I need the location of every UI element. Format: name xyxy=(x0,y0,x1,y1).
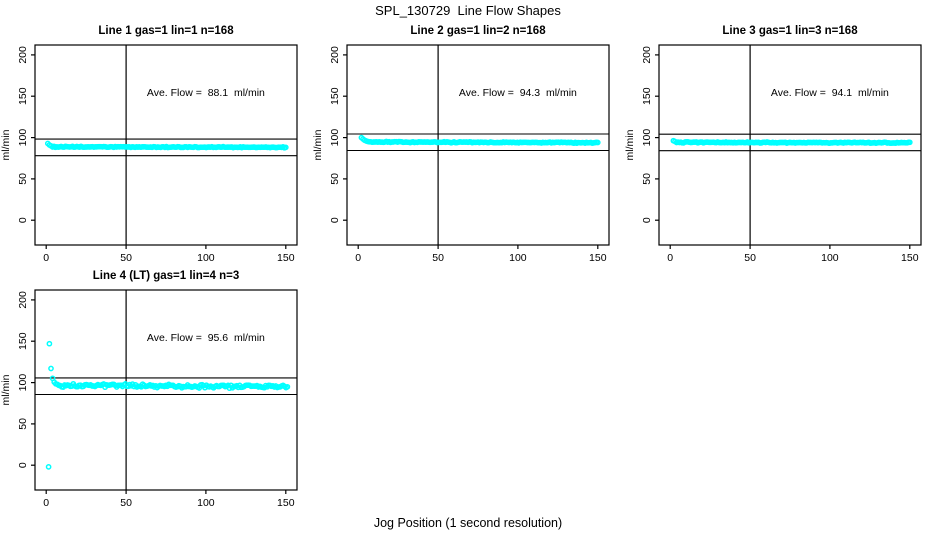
x-tick-label: 0 xyxy=(43,252,49,264)
data-point xyxy=(594,139,601,146)
x-tick-label: 50 xyxy=(432,252,444,264)
y-axis-title: ml/min xyxy=(0,374,12,405)
y-tick-label: 50 xyxy=(641,173,653,185)
plot-border xyxy=(346,44,610,246)
y-tick-label: 200 xyxy=(329,46,341,64)
y-tick-label: 200 xyxy=(17,291,29,309)
x-tick-label: 50 xyxy=(120,497,132,509)
y-tick-label: 0 xyxy=(329,217,341,223)
panel-line-4: 0 50 100 150 0 50 100 150 200 ml/min Ave. Flow = 9… xyxy=(0,265,312,510)
x-tick-label: 0 xyxy=(43,497,49,509)
panel-line-3-plot: 0 50 100 150 0 50 100 150 200 ml/min Ave. Flow = 9… xyxy=(624,44,922,264)
plot-border xyxy=(34,289,298,491)
panel-line-1-title: Line 1 gas=1 lin=1 n=168 xyxy=(98,25,234,37)
panel-line-4-plot: 0 50 100 150 0 50 100 150 200 ml/min Ave. Flow = 9… xyxy=(0,289,298,509)
y-tick-label: 150 xyxy=(17,332,29,350)
y-tick-label: 150 xyxy=(329,87,341,105)
avg-flow-annotation: Ave. Flow = 94.1 ml/min xyxy=(771,87,889,99)
y-axis-title: ml/min xyxy=(624,129,636,160)
x-tick-label: 100 xyxy=(821,252,839,264)
x-tick-label: 100 xyxy=(197,497,215,509)
data-point xyxy=(906,139,913,146)
y-axis-title: ml/min xyxy=(0,129,12,160)
y-tick-label: 50 xyxy=(329,173,341,185)
data-point xyxy=(284,383,291,390)
plot-border xyxy=(34,44,298,246)
panel-line-2-title: Line 2 gas=1 lin=2 n=168 xyxy=(410,25,546,37)
x-tick-label: 0 xyxy=(355,252,361,264)
panel-line-2: 0 50 100 150 0 50 100 150 200 ml/min Ave. Flow = 9… xyxy=(312,20,624,265)
panel-line-1: 0 50 100 150 0 50 100 150 200 ml/min Ave. Flow = 8… xyxy=(0,20,312,265)
panel-line-2-plot: 0 50 100 150 0 50 100 150 200 ml/min Ave. Flow = 9… xyxy=(312,44,610,264)
scatter-points xyxy=(670,137,913,147)
avg-flow-annotation: Ave. Flow = 95.6 ml/min xyxy=(147,332,265,344)
y-tick-label: 150 xyxy=(641,87,653,105)
y-axis-title: ml/min xyxy=(312,129,324,160)
data-point xyxy=(48,365,54,372)
scatter-points xyxy=(358,134,601,147)
x-tick-label: 50 xyxy=(744,252,756,264)
y-tick-label: 50 xyxy=(17,173,29,185)
x-tick-label: 0 xyxy=(667,252,673,264)
avg-flow-annotation: Ave. Flow = 94.3 ml/min xyxy=(459,87,577,99)
panel-line-1-plot: 0 50 100 150 0 50 100 150 200 ml/min Ave. Flow = 8… xyxy=(0,44,298,264)
y-tick-label: 50 xyxy=(17,418,29,430)
figure-title: SPL_130729 Line Flow Shapes xyxy=(375,3,561,18)
x-axis-label: Jog Position (1 second resolution) xyxy=(373,516,563,530)
y-tick-label: 100 xyxy=(641,129,653,147)
data-point xyxy=(46,340,53,347)
y-tick-label: 0 xyxy=(641,217,653,223)
x-tick-label: 50 xyxy=(120,252,132,264)
panel-line-3-title: Line 3 gas=1 lin=3 n=168 xyxy=(722,25,858,37)
x-tick-label: 100 xyxy=(197,252,215,264)
y-tick-label: 200 xyxy=(17,46,29,64)
y-tick-label: 0 xyxy=(17,462,29,468)
y-tick-label: 100 xyxy=(17,129,29,147)
x-tick-label: 150 xyxy=(901,252,919,264)
y-tick-label: 0 xyxy=(17,217,29,223)
x-tick-label: 100 xyxy=(509,252,527,264)
scatter-points xyxy=(44,140,289,151)
y-tick-label: 200 xyxy=(641,46,653,64)
x-tick-label: 150 xyxy=(277,497,295,509)
panel-line-3: 0 50 100 150 0 50 100 150 200 ml/min Ave. Flow = 9… xyxy=(624,20,936,265)
plot-border xyxy=(658,44,922,246)
panel-line-4-title: Line 4 (LT) gas=1 lin=4 n=3 xyxy=(92,270,240,282)
y-tick-label: 100 xyxy=(329,129,341,147)
y-tick-label: 100 xyxy=(17,374,29,392)
x-tick-label: 150 xyxy=(589,252,607,264)
x-tick-label: 150 xyxy=(277,252,295,264)
scatter-points xyxy=(45,340,291,470)
data-point xyxy=(45,464,52,470)
data-point xyxy=(282,144,289,151)
avg-flow-annotation: Ave. Flow = 88.1 ml/min xyxy=(147,87,265,99)
y-tick-label: 150 xyxy=(17,87,29,105)
